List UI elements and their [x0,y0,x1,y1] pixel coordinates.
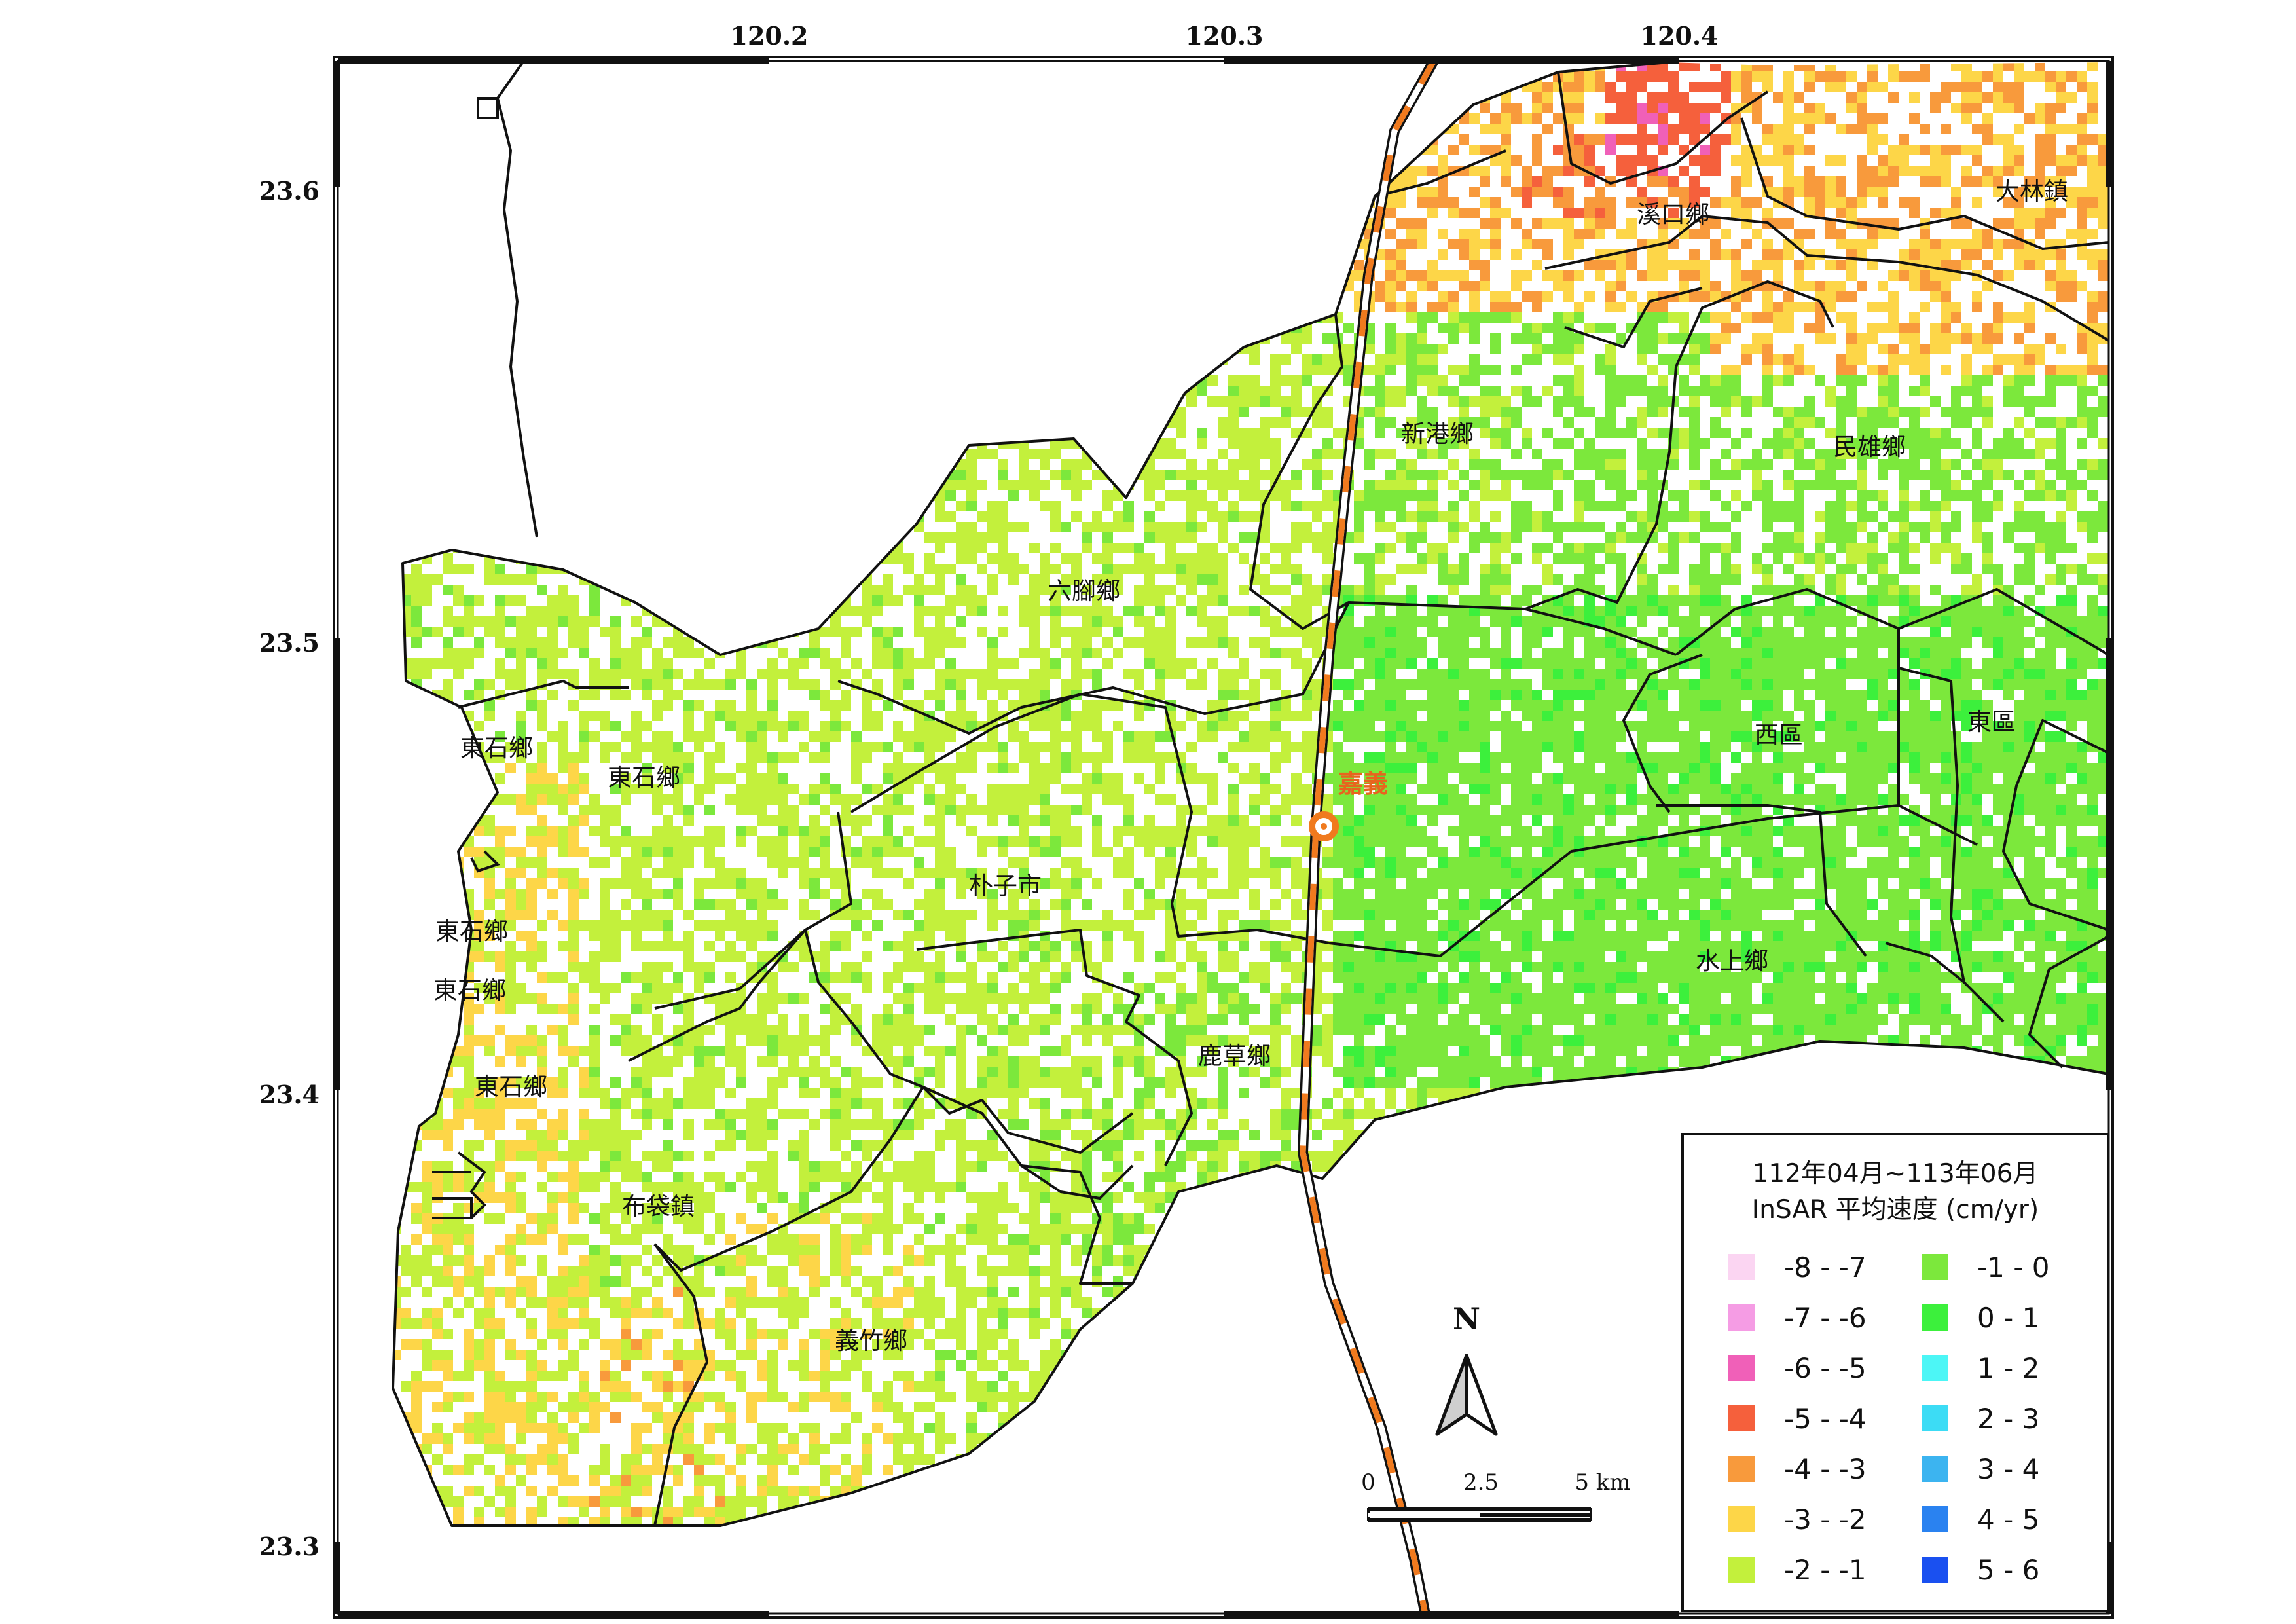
legend-label: 3 - 4 [1977,1453,2039,1485]
place-label: 義竹鄉 [835,1327,907,1355]
legend-swatch [1922,1254,1948,1280]
scale-label: 2.5 [1463,1469,1499,1496]
legend-label: -1 - 0 [1977,1251,2049,1283]
place-label: 大林鎮 [1995,177,2068,206]
y-tick-label: 23.6 [259,176,319,206]
legend-label: -8 - -7 [1784,1251,1867,1283]
scale-label: 0 [1361,1469,1376,1496]
legend-label: -7 - -6 [1784,1302,1867,1334]
legend-swatch [1728,1557,1755,1583]
legend-swatch [1922,1405,1948,1431]
y-tick-label: 23.3 [259,1532,319,1561]
legend-swatch [1922,1355,1948,1381]
place-labels: 溪口鄉 大林鎮 新港鄉 民雄鄉 六腳鄉 東石鄉 東石鄉 東石鄉 東石鄉 東石鄉 … [433,177,2068,1355]
place-label: 民雄鄉 [1833,433,1906,461]
legend-label: -4 - -3 [1784,1453,1867,1485]
place-label: 東石鄉 [475,1073,547,1101]
legend-label: -3 - -2 [1784,1504,1867,1536]
place-label: 新港鄉 [1401,420,1474,448]
city-label: 嘉義 [1338,769,1388,798]
legend-label: -2 - -1 [1784,1554,1867,1586]
legend-label: 5 - 6 [1977,1554,2039,1586]
place-label: 水上鄉 [1696,947,1768,975]
legend-swatch [1728,1254,1755,1280]
legend-label: -6 - -5 [1784,1352,1867,1384]
x-tick-label: 120.3 [1186,21,1264,50]
legend-swatch [1728,1355,1755,1381]
place-label: 東石鄉 [433,976,506,1005]
legend-label: 0 - 1 [1977,1302,2039,1334]
x-tick-label: 120.4 [1641,21,1719,50]
legend-label: 2 - 3 [1977,1403,2039,1435]
place-label: 西區 [1755,721,1803,749]
place-label: 溪口鄉 [1637,200,1709,229]
north-arrow: N [1435,1301,1498,1436]
legend-swatch [1922,1304,1948,1331]
y-tick-label: 23.5 [259,628,319,657]
place-label: 東石鄉 [460,734,533,762]
scale-label: 5 km [1575,1469,1630,1496]
legend-swatch [1922,1557,1948,1583]
axis-labels: 120.2 120.3 120.4 23.6 23.5 23.4 23.3 [259,21,1718,1561]
legend-swatch [1728,1304,1755,1331]
place-label: 東石鄉 [608,764,680,792]
legend: 112年04月~113年06月 InSAR 平均速度 (cm/yr) -8 - … [1681,1133,2109,1612]
legend-swatch [1922,1456,1948,1482]
place-label: 鹿草鄉 [1198,1042,1271,1070]
place-label: 布袋鎮 [622,1192,695,1221]
railway [1297,61,1438,1614]
place-label: 六腳鄉 [1048,577,1120,605]
place-label: 東區 [1967,708,2016,736]
place-label: 朴子市 [969,872,1042,900]
legend-title: 112年04月~113年06月 [1753,1159,2039,1189]
map-frame [333,56,2114,1619]
legend-swatch [1728,1506,1755,1532]
scale-bar: 0 2.5 5 km [1361,1469,1631,1522]
legend-subtitle: InSAR 平均速度 (cm/yr) [1752,1195,2039,1225]
legend-label: 4 - 5 [1977,1504,2039,1536]
x-tick-label: 120.2 [731,21,809,50]
coastline [432,61,629,1219]
legend-swatch [1728,1405,1755,1431]
y-tick-label: 23.4 [259,1080,319,1109]
place-label: 東石鄉 [435,917,508,946]
north-arrow-label: N [1453,1301,1480,1337]
legend-swatch [1922,1506,1948,1532]
legend-label: -5 - -4 [1784,1403,1867,1435]
legend-label: 1 - 2 [1977,1352,2039,1384]
district-boundaries [392,61,2109,1527]
legend-swatch [1728,1456,1755,1482]
city-marker[interactable]: 嘉義 [1309,769,1388,841]
